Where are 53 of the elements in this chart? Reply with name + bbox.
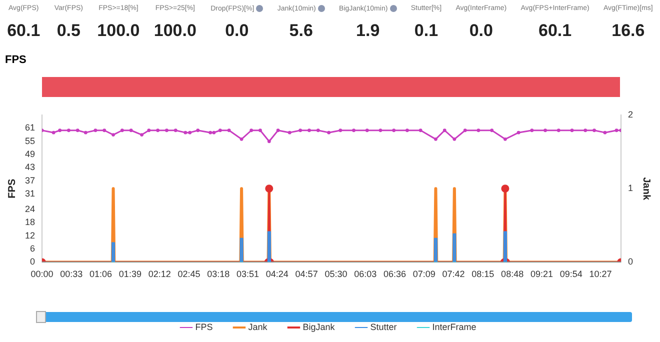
- x-tick-label: 02:45: [178, 269, 200, 280]
- y-tick-label: 43: [24, 162, 36, 172]
- y-tick-label: 6: [30, 244, 36, 254]
- legend-label: BigJank: [302, 322, 336, 332]
- text: 100.0: [97, 21, 140, 41]
- x-tick-label: 02:12: [148, 269, 171, 280]
- text: 0.0: [224, 21, 250, 41]
- y-tick-label: 0: [30, 256, 36, 267]
- x-tick-label: 01:06: [90, 269, 112, 280]
- y2-tick-label: 2: [628, 109, 634, 120]
- x-tick-label: 07:09: [412, 269, 436, 280]
- x-tick-label: 07:42: [442, 269, 465, 280]
- y2-tick-label: 1: [628, 183, 634, 194]
- text: 0.1: [413, 21, 440, 41]
- legend-label: FPS: [195, 322, 213, 332]
- x-tick-label: 04:57: [295, 269, 318, 280]
- text: 0.5: [56, 21, 82, 41]
- x-tick-label: 01:39: [118, 269, 142, 280]
- x-tick-label: 03:51: [236, 269, 260, 280]
- text: 100.0: [154, 21, 196, 41]
- x-tick-label: 05:30: [324, 269, 348, 280]
- y-axis-title: FPS: [6, 178, 18, 198]
- text: 60.1: [537, 21, 573, 41]
- y-tick-label: 37: [24, 175, 36, 186]
- x-tick-label: 09:21: [530, 269, 553, 280]
- y-tick-label: 61: [24, 122, 36, 133]
- text: 0.0: [468, 21, 494, 41]
- x-tick-label: 09:54: [560, 269, 582, 280]
- y-tick-label: 31: [24, 188, 36, 199]
- x-tick-label: 00:00: [30, 269, 54, 280]
- text: 60.1: [7, 21, 40, 41]
- legend-label: Jank: [248, 322, 268, 332]
- text: 16.6: [610, 21, 646, 41]
- y-tick-label: 12: [24, 230, 36, 240]
- y-tick-label: 18: [24, 217, 36, 228]
- legend-label: InterFrame: [432, 322, 476, 332]
- x-tick-label: 00:33: [60, 269, 83, 280]
- text: 5.6: [288, 21, 314, 41]
- y-tick-label: 49: [24, 149, 36, 160]
- y2-tick-label: 0: [628, 256, 634, 267]
- x-tick-label: 08:48: [501, 269, 524, 280]
- y-tick-label: 55: [24, 136, 36, 146]
- legend-label: Stutter: [370, 322, 397, 332]
- x-tick-label: 10:27: [589, 269, 612, 280]
- x-tick-label: 04:24: [266, 269, 288, 280]
- x-tick-label: 03:18: [207, 269, 230, 280]
- x-tick-label: 06:03: [354, 269, 377, 280]
- x-tick-label: 08:15: [472, 269, 494, 280]
- y-tick-label: 24: [24, 204, 36, 214]
- x-tick-label: 06:36: [383, 269, 406, 280]
- text: 1.9: [355, 21, 381, 41]
- y2-axis-title: Jank: [640, 177, 652, 200]
- chart-title: FPS: [5, 54, 26, 66]
